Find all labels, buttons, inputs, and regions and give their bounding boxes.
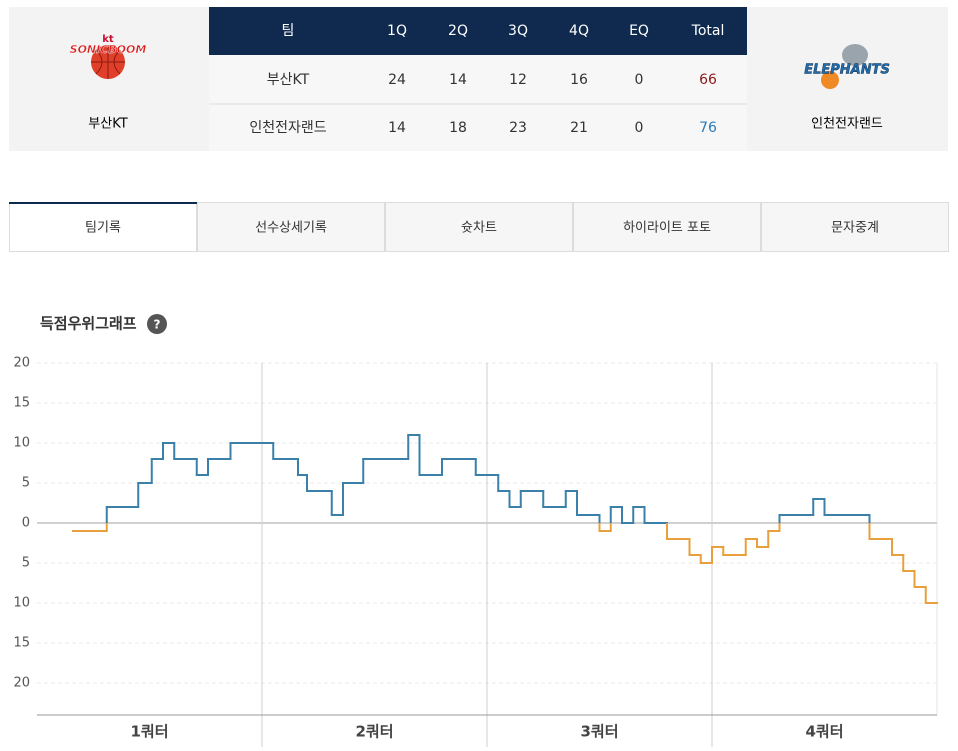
- y-tick-label: 20: [13, 676, 30, 691]
- score-header-cell: 1Q: [387, 23, 407, 39]
- away-logo: ELEPHANTS: [804, 44, 890, 89]
- graph-title: 득점우위그래프: [40, 315, 137, 333]
- y-tick-label: 10: [13, 596, 30, 611]
- tab-bar: 팀기록 선수상세기록 슛차트 하이라이트 포토 문자중계: [9, 202, 949, 252]
- tab-label[interactable]: 선수상세기록: [255, 221, 327, 236]
- team-cell: 인천전자랜드: [249, 120, 326, 136]
- x-category-label: 4쿼터: [805, 723, 843, 741]
- score-cell: 16: [570, 72, 588, 88]
- team-cell: 부산KT: [267, 72, 310, 88]
- lead-graph: 20 15 10 5 0 5 10 15 20 1쿼터 2쿼터 3쿼터 4쿼터: [13, 356, 938, 747]
- y-tick-label: 5: [22, 476, 30, 491]
- y-tick-label: 20: [13, 356, 30, 371]
- score-header-cell: 팀: [282, 23, 295, 39]
- score-header-cell: Total: [691, 23, 725, 39]
- tab[interactable]: [9, 202, 197, 252]
- y-tick-label: 10: [13, 436, 30, 451]
- score-cell: 23: [509, 120, 527, 136]
- y-tick-label: 5: [22, 556, 30, 571]
- score-cell: 12: [509, 72, 527, 88]
- y-tick-label: 15: [13, 636, 30, 651]
- logo-text: SONICBOOM: [70, 43, 147, 56]
- logo-ball-lines: [91, 45, 125, 79]
- tab[interactable]: [197, 202, 385, 252]
- score-cell: 66: [699, 72, 717, 88]
- score-cell: 14: [388, 120, 406, 136]
- score-cell: 18: [449, 120, 467, 136]
- score-cell: 76: [699, 120, 717, 136]
- score-cell: 14: [449, 72, 467, 88]
- score-header-cell: EQ: [629, 23, 649, 39]
- away-team-name: 인천전자랜드: [811, 117, 883, 132]
- tab-label[interactable]: 하이라이트 포토: [623, 221, 711, 236]
- score-header-cell: 2Q: [448, 23, 468, 39]
- tab[interactable]: [385, 202, 573, 252]
- logo-ball: [821, 71, 839, 89]
- logo-top: kt: [102, 34, 114, 45]
- score-cell: 24: [388, 72, 406, 88]
- score-cell: 0: [635, 72, 644, 88]
- tab[interactable]: [761, 202, 949, 252]
- logo-text: ELEPHANTS: [804, 63, 890, 78]
- y-tick-label: 0: [22, 516, 30, 531]
- home-logo: kt SONICBOOM: [69, 34, 147, 79]
- x-category-label: 2쿼터: [355, 723, 393, 741]
- tab-label[interactable]: 슛차트: [461, 221, 497, 236]
- x-category-label: 3쿼터: [580, 723, 618, 741]
- score-header-cell: 4Q: [569, 23, 589, 39]
- x-category-label: 1쿼터: [130, 723, 168, 741]
- tab-label[interactable]: 문자중계: [831, 221, 879, 236]
- logo-elephant: [842, 44, 868, 66]
- score-header-cell: 3Q: [508, 23, 528, 39]
- score-body: [209, 55, 747, 151]
- score-header: [209, 7, 747, 55]
- home-team-name: 부산KT: [88, 117, 127, 132]
- score-cell: 21: [570, 120, 588, 136]
- tab-label[interactable]: 팀기록: [85, 221, 121, 236]
- y-tick-label: 15: [13, 396, 30, 411]
- score-cell: 0: [635, 120, 644, 136]
- help-icon[interactable]: [147, 314, 167, 334]
- tab[interactable]: [573, 202, 761, 252]
- help-icon-text[interactable]: ?: [154, 318, 161, 332]
